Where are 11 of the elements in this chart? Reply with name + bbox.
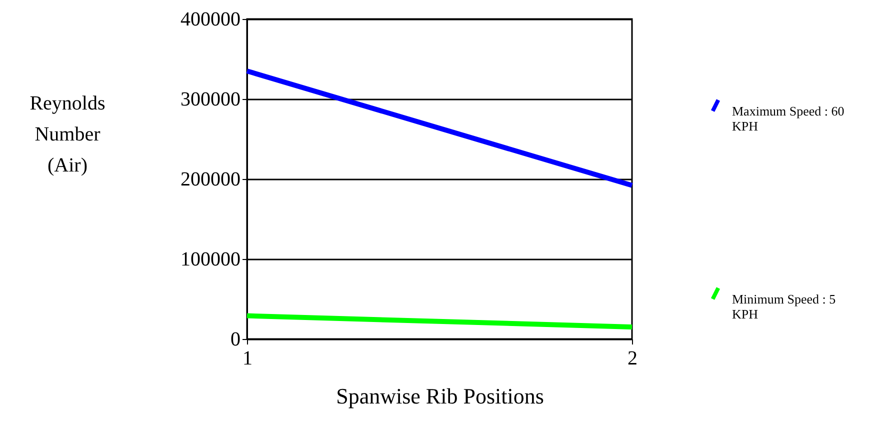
y-tick-label: 0 (230, 328, 240, 350)
y-tick-label: 200000 (180, 168, 240, 190)
x-axis-title: Spanwise Rib Positions (336, 384, 544, 408)
legend-label: Maximum Speed : 60 KPH (732, 104, 844, 134)
y-tick-label: 100000 (180, 248, 240, 270)
y-tick-label: 400000 (180, 8, 240, 30)
legend-label: Minimum Speed : 5 KPH (732, 292, 836, 322)
x-tick-label: 2 (628, 348, 638, 370)
x-tick-label: 1 (242, 348, 252, 370)
y-tick-label: 300000 (180, 88, 240, 110)
y-axis-title: Reynolds Number (Air) (30, 92, 106, 176)
